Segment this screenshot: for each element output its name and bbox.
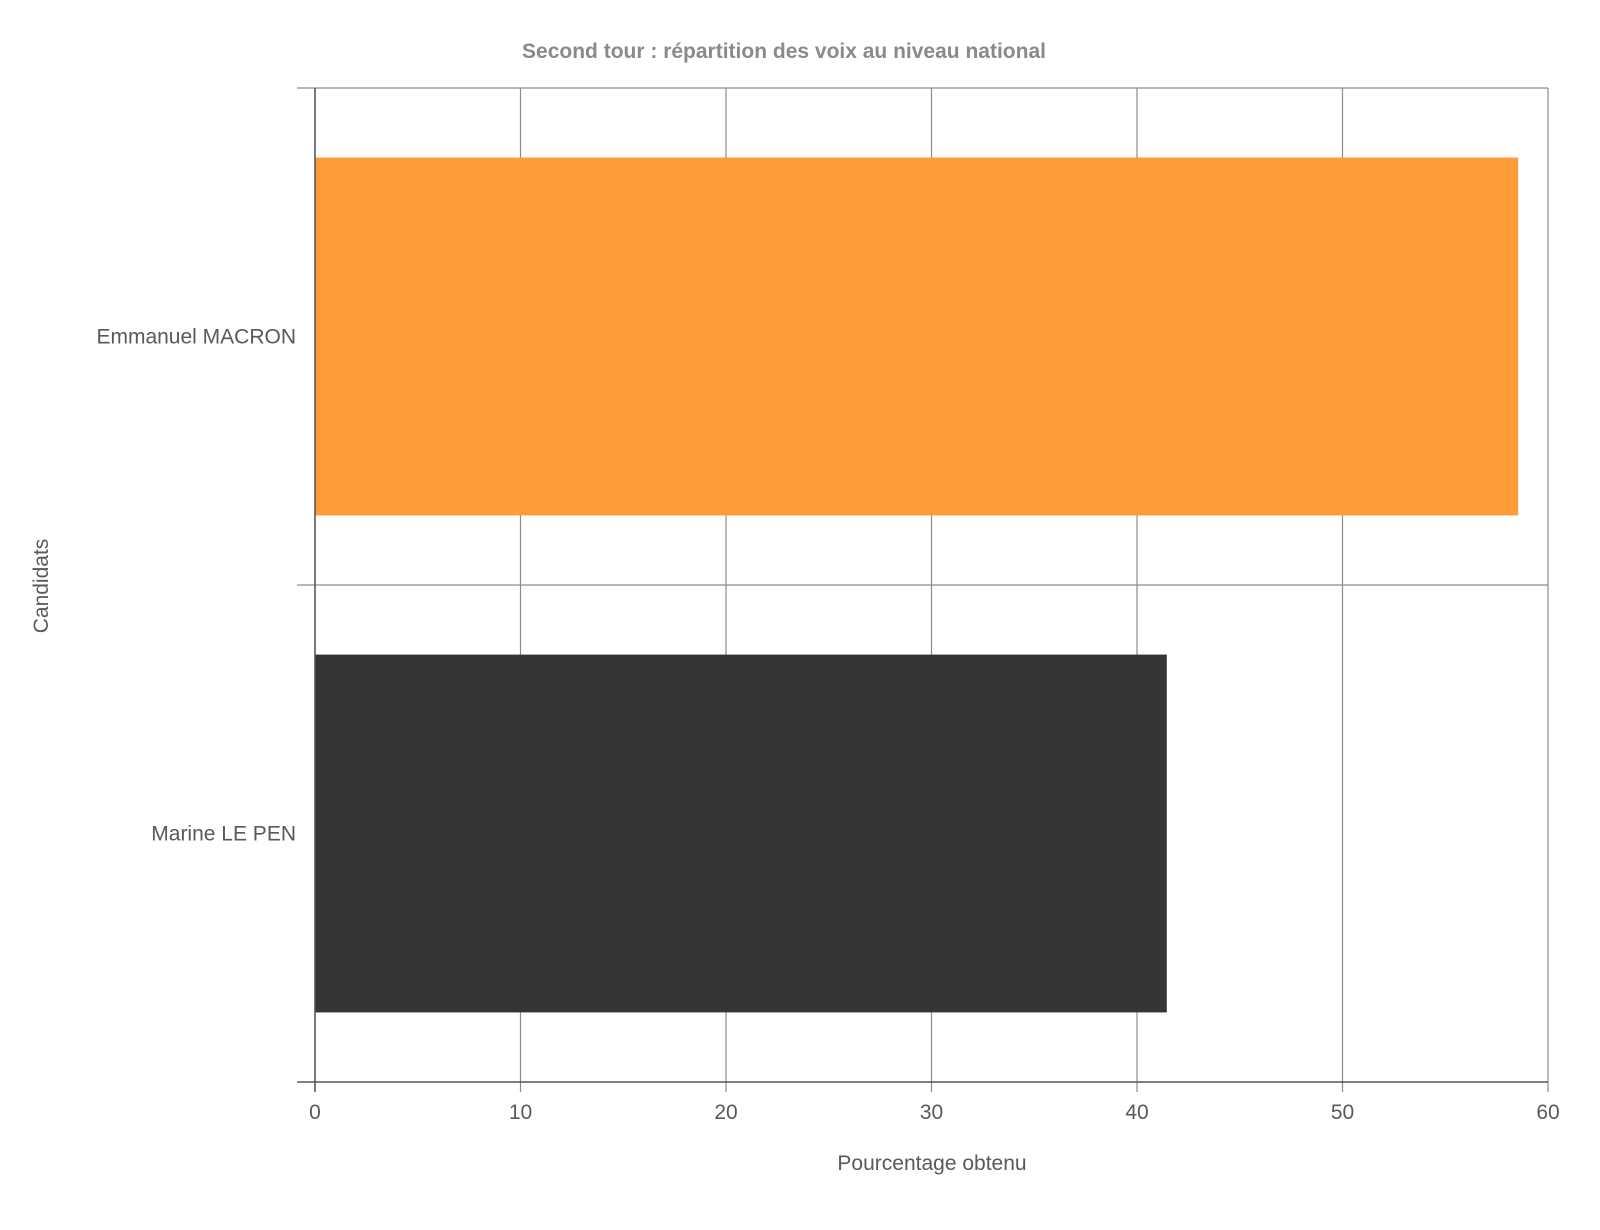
- axis-labels: 0 10 20 30 40 50 60 Emmanuel MACRON Marine LE PE…: [96, 326, 1559, 1125]
- y-category-label: Emmanuel MACRON: [96, 326, 296, 349]
- x-tick-label: 20: [714, 1101, 737, 1124]
- x-tick-label: 50: [1331, 1101, 1354, 1124]
- bars: [315, 157, 1519, 1013]
- y-axis-title: Candidats: [30, 539, 53, 634]
- bar: [315, 654, 1167, 1013]
- y-category-label: Marine LE PEN: [151, 823, 296, 846]
- chart-title: Second tour : répartition des voix au ni…: [522, 40, 1046, 63]
- x-tick-label: 0: [309, 1101, 321, 1124]
- bar: [315, 157, 1519, 516]
- x-tick-label: 60: [1536, 1101, 1559, 1124]
- x-axis-title: Pourcentage obtenu: [837, 1152, 1026, 1175]
- x-tick-label: 10: [509, 1101, 532, 1124]
- x-tick-label: 40: [1125, 1101, 1148, 1124]
- x-tick-label: 30: [920, 1101, 943, 1124]
